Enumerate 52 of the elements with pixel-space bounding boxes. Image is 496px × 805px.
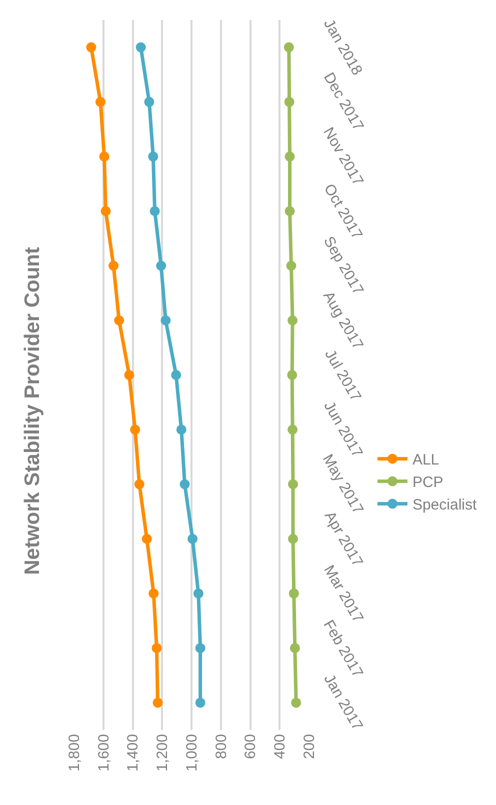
x-tick-label: 1,400: [124, 734, 142, 772]
point: [100, 206, 111, 216]
text: Network Stability Provider Count: [20, 247, 44, 575]
point: [134, 479, 144, 490]
point: [291, 698, 302, 708]
legend-label: ALL: [412, 452, 440, 469]
point: [284, 42, 294, 52]
x-tick-label: 1,000: [183, 734, 200, 772]
point: [171, 370, 182, 380]
point: [176, 424, 186, 435]
point: [148, 588, 159, 598]
point: [86, 42, 96, 52]
x-tick-label: 1,200: [154, 734, 172, 772]
point: [286, 260, 296, 271]
point: [180, 479, 190, 490]
point: [284, 206, 295, 216]
point: [288, 534, 298, 544]
point: [195, 698, 206, 708]
point: [195, 643, 206, 654]
point: [160, 315, 171, 326]
point: [156, 260, 166, 271]
point: [114, 315, 124, 326]
point: [136, 42, 146, 52]
x-tick-label: 1,600: [95, 734, 112, 772]
point: [99, 152, 110, 162]
point: [288, 315, 298, 326]
point: [290, 643, 300, 654]
point: [148, 152, 158, 162]
point: [108, 260, 119, 271]
point: [144, 96, 154, 107]
x-tick-label: 400: [272, 734, 289, 760]
point: [193, 588, 204, 598]
point: [284, 96, 294, 107]
legend-label: PCP: [412, 474, 444, 492]
point: [288, 424, 298, 435]
point: [150, 206, 160, 216]
legend-label: Specialist: [412, 496, 478, 514]
point: [124, 370, 134, 380]
point: [284, 152, 295, 162]
x-tick-label: 800: [212, 734, 230, 760]
x-tick-label: 600: [242, 734, 260, 760]
point: [287, 370, 298, 380]
point: [130, 424, 140, 435]
point: [288, 479, 298, 490]
point: [95, 96, 106, 107]
x-tick-label: 200: [300, 734, 318, 760]
point: [142, 534, 152, 544]
point: [288, 588, 299, 598]
point: [152, 698, 163, 708]
point: [152, 643, 162, 654]
x-tick-label: 1,800: [66, 734, 83, 772]
point: [188, 534, 198, 544]
